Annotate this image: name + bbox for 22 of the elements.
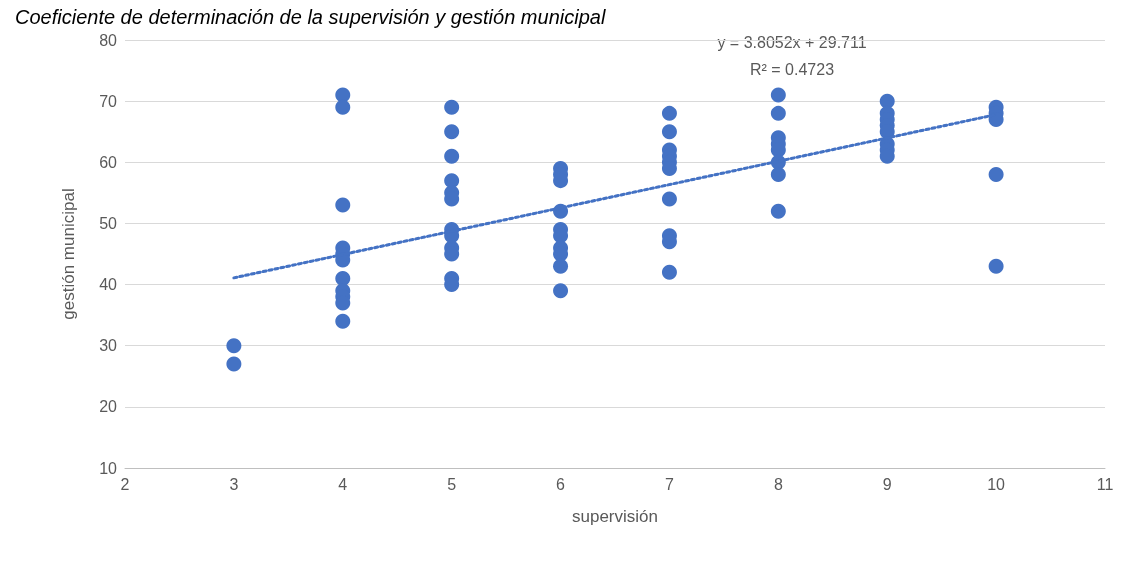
x-tick-label: 10 xyxy=(987,475,1006,493)
y-tick-label: 20 xyxy=(99,398,118,416)
y-tick-label: 70 xyxy=(99,92,118,110)
x-tick-label: 3 xyxy=(229,475,239,493)
x-tick-label: 9 xyxy=(882,475,892,493)
y-tick-label: 60 xyxy=(99,153,118,171)
y-axis-title: gestión municipal xyxy=(59,188,78,320)
y-tick-label: 80 xyxy=(99,31,118,49)
x-tick-label: 8 xyxy=(773,475,783,493)
x-tick-label: 2 xyxy=(120,475,130,493)
x-tick-label: 6 xyxy=(556,475,566,493)
chart-title: Coeficiente de determinación de la supervisión y gestión municipal xyxy=(15,6,606,28)
y-tick-label: 50 xyxy=(99,214,118,232)
x-axis-title: supervisión xyxy=(572,507,658,526)
y-tick-label: 40 xyxy=(99,276,118,294)
x-tick-label: 7 xyxy=(664,475,674,493)
annotation: R² = 0.4723 xyxy=(749,60,835,78)
y-tick-label: 30 xyxy=(99,337,118,355)
x-tick-label: 11 xyxy=(1096,475,1114,493)
x-tick-label: 5 xyxy=(447,475,457,493)
x-tick-label: 4 xyxy=(338,475,348,493)
y-tick-label: 10 xyxy=(99,459,118,477)
